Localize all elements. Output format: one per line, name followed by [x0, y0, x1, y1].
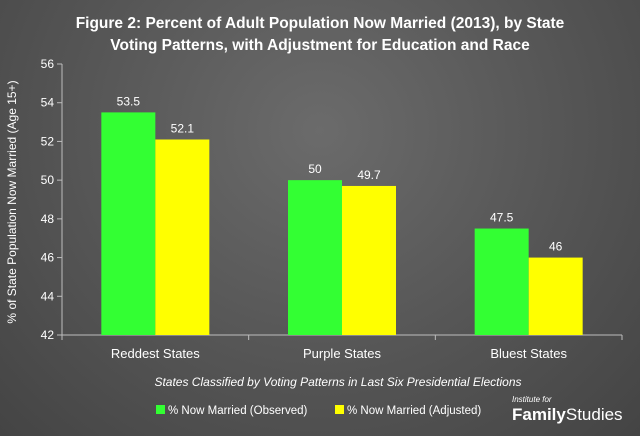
brand-name-regular: Studies: [566, 405, 623, 424]
y-tick-label: 44: [41, 289, 55, 303]
bar: [155, 139, 210, 335]
legend-swatch-observed: [156, 405, 165, 414]
legend-swatch-adjusted: [335, 405, 344, 414]
legend: % Now Married (Observed) % Now Married (…: [156, 405, 481, 417]
x-category-label: Reddest States: [111, 346, 200, 361]
chart-title-line-2: Voting Patterns, with Adjustment for Edu…: [110, 37, 530, 54]
x-category-label: Bluest States: [490, 346, 567, 361]
brand-logo: Institute for FamilyStudies: [512, 395, 623, 424]
y-tick-label: 56: [41, 57, 55, 71]
y-tick-label: 54: [41, 96, 55, 110]
data-label: 49.7: [357, 168, 381, 182]
y-tick-label: 52: [41, 134, 55, 148]
y-tick-label: 42: [41, 328, 55, 342]
legend-label-adjusted: % Now Married (Adjusted): [347, 405, 481, 417]
y-axis-title: % of State Population Now Married (Age 1…: [5, 80, 19, 323]
bar: [528, 257, 583, 335]
brand-small-text: Institute for: [512, 395, 552, 404]
y-tick-label: 48: [41, 212, 55, 226]
y-tick-label: 46: [41, 251, 55, 265]
data-label: 50: [308, 162, 322, 176]
bar: [342, 185, 396, 335]
data-label: 52.1: [171, 121, 195, 135]
y-tick-label: 50: [41, 173, 55, 187]
bar: [288, 180, 342, 335]
x-category-label: Purple States: [303, 346, 382, 361]
bar: [474, 228, 529, 335]
chart-title-line-1: Figure 2: Percent of Adult Population No…: [76, 15, 565, 32]
bar: [101, 112, 156, 336]
legend-label-observed: % Now Married (Observed): [168, 405, 307, 417]
data-label: 47.5: [490, 211, 514, 225]
brand-name: FamilyStudies: [512, 405, 623, 424]
data-label: 53.5: [117, 94, 141, 108]
plot-area: 42 44 46 48 50 52 54 56 Reddest States 53.5 52.1 Pu…: [41, 57, 623, 361]
brand-name-bold: Family: [512, 405, 566, 424]
x-axis-title: States Classified by Voting Patterns in …: [154, 375, 521, 389]
data-label: 46: [549, 240, 563, 254]
